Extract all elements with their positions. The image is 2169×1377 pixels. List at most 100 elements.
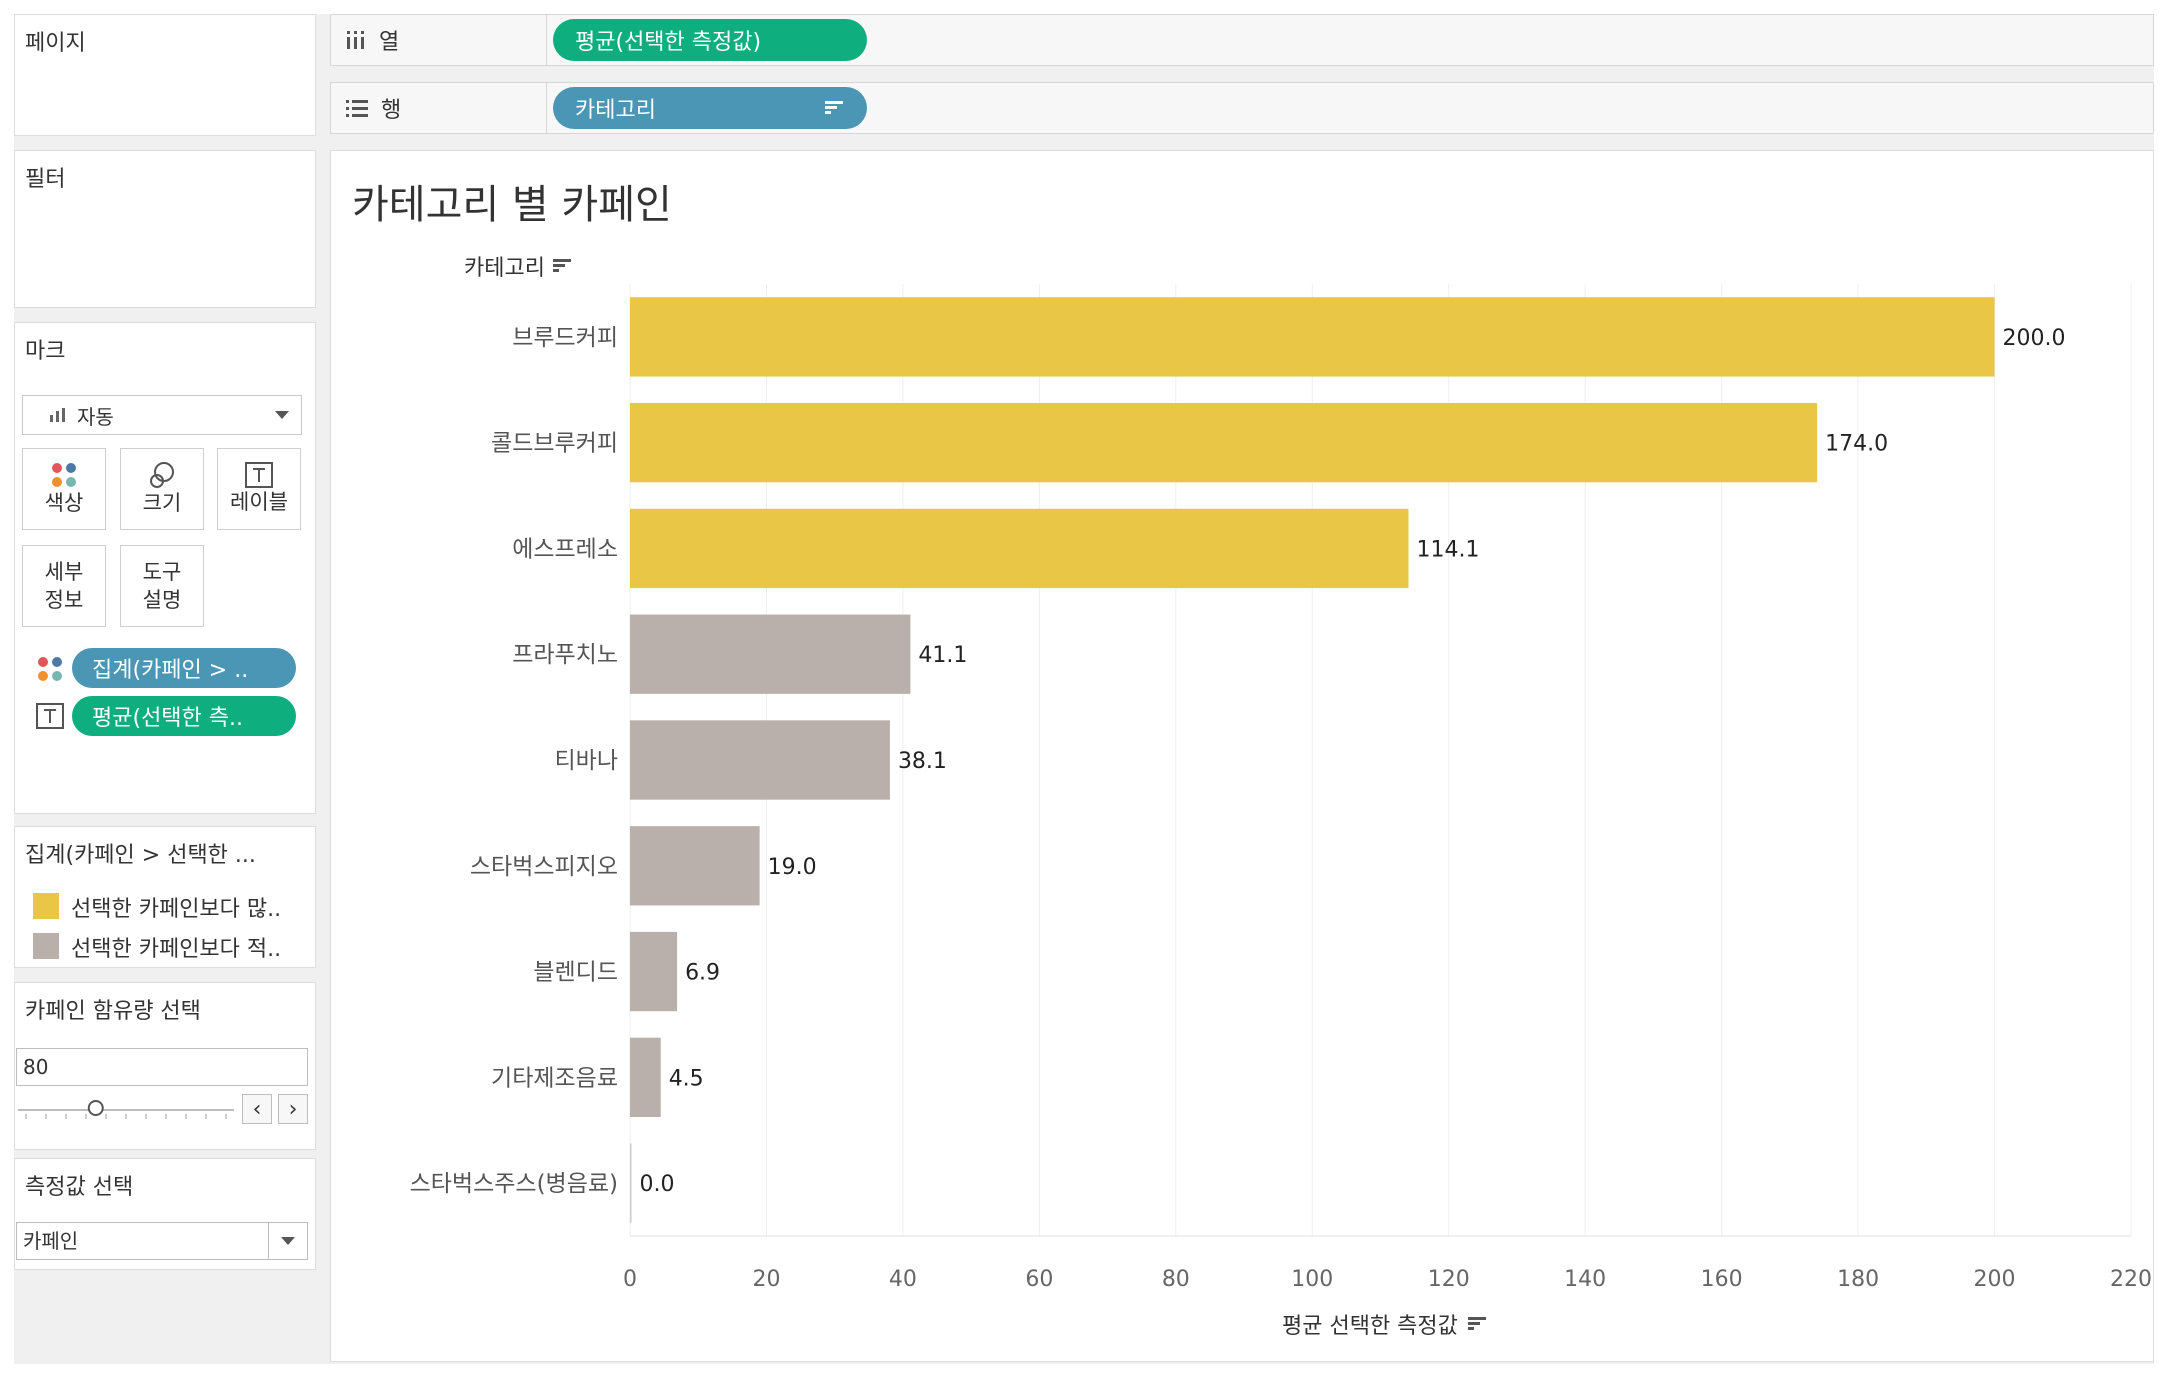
detail-button-line1: 세부 <box>44 560 84 584</box>
columns-shelf[interactable]: 열 평균(선택한 측정값) <box>330 14 2154 66</box>
legend-title: 집계(카페인 > 선택한 ... <box>25 843 256 868</box>
slider-decrement-button[interactable]: ‹ <box>242 1094 272 1124</box>
category-label: 콜드브루커피 <box>491 431 618 457</box>
data-label: 4.5 <box>669 1066 704 1091</box>
bar[interactable] <box>630 1037 661 1117</box>
chart-title: 카테고리 별 카페인 <box>352 182 672 228</box>
rows-pill[interactable]: 카테고리 <box>553 87 867 129</box>
slider-thumb[interactable] <box>87 1100 104 1116</box>
category-label: 스타벅스피지오 <box>470 854 618 880</box>
text-label-icon <box>36 703 64 729</box>
filters-panel-title: 필터 <box>25 167 66 192</box>
color-field-pill[interactable]: 집계(카페인 > .. <box>72 648 296 688</box>
chevron-down-icon <box>281 1237 295 1245</box>
bar[interactable] <box>630 403 1818 483</box>
tooltip-button[interactable]: 도구 설명 <box>120 545 204 627</box>
row-header-label: 카테고리 <box>464 256 545 281</box>
data-label: 38.1 <box>898 749 947 774</box>
sort-descending-icon[interactable] <box>552 259 571 273</box>
bar[interactable] <box>630 1143 632 1223</box>
x-axis-title[interactable]: 평균 선택한 측정값 <box>1282 1308 1486 1340</box>
color-dots-icon <box>52 463 76 487</box>
x-tick-label: 180 <box>1837 1267 1879 1292</box>
legend-label-above[interactable]: 선택한 카페인보다 많.. <box>71 897 282 922</box>
bar[interactable] <box>630 931 678 1012</box>
color-field-pill-label: 집계(카페인 > .. <box>92 658 249 683</box>
x-tick-label: 160 <box>1701 1267 1743 1292</box>
filters-panel[interactable]: 필터 <box>14 150 316 308</box>
tooltip-button-line1: 도구 <box>142 560 182 584</box>
pages-panel-title: 페이지 <box>25 31 86 56</box>
x-tick-label: 0 <box>623 1267 637 1292</box>
x-tick-label: 40 <box>889 1267 917 1292</box>
bar[interactable] <box>630 826 760 906</box>
color-button-label: 색상 <box>44 491 84 515</box>
category-label: 에스프레소 <box>512 536 618 562</box>
bar[interactable] <box>630 508 1409 589</box>
rows-shelf[interactable]: 행 카테고리 <box>330 82 2154 134</box>
legend-label-below[interactable]: 선택한 카페인보다 적.. <box>71 937 282 962</box>
x-tick-label: 20 <box>752 1267 780 1292</box>
columns-pill-label: 평균(선택한 측정값) <box>575 30 762 55</box>
size-button[interactable]: 크기 <box>120 448 204 530</box>
category-label: 스타벅스주스(병음료) <box>410 1171 618 1197</box>
size-button-label: 크기 <box>142 491 182 515</box>
data-label: 174.0 <box>1825 432 1888 457</box>
data-label: 200.0 <box>2003 326 2066 351</box>
x-tick-label: 100 <box>1291 1267 1333 1292</box>
label-button[interactable]: 레이블 <box>217 448 301 530</box>
columns-label: 열 <box>379 30 400 55</box>
bar[interactable] <box>630 614 911 694</box>
x-tick-label: 60 <box>1025 1267 1053 1292</box>
measure-select-dropdown[interactable]: 카페인 <box>16 1222 308 1260</box>
mark-type-label: 자동 <box>77 404 114 429</box>
category-label: 티바나 <box>555 748 618 774</box>
rows-icon <box>346 100 368 117</box>
bar-chart-icon <box>50 408 65 422</box>
slider-increment-button[interactable]: › <box>278 1094 308 1124</box>
data-label: 19.0 <box>768 855 817 880</box>
rows-shelf-label: 행 <box>331 83 547 133</box>
measure-select-title: 측정값 선택 <box>25 1175 134 1200</box>
x-tick-label: 140 <box>1564 1267 1606 1292</box>
parameter-slider[interactable] <box>16 1098 238 1122</box>
row-header[interactable]: 카테고리 <box>464 250 571 282</box>
parameter-title: 카페인 함유량 선택 <box>25 999 201 1024</box>
color-dots-icon <box>38 657 62 681</box>
category-label: 브루드커피 <box>512 325 618 351</box>
pages-panel: 페이지 <box>14 14 316 136</box>
rows-label: 행 <box>381 98 402 123</box>
category-label: 기타제조음료 <box>491 1065 618 1091</box>
sort-descending-icon[interactable] <box>825 101 843 115</box>
bar[interactable] <box>630 297 1995 377</box>
data-label: 41.1 <box>918 643 967 668</box>
x-tick-label: 120 <box>1428 1267 1470 1292</box>
legend-swatch-below <box>33 933 59 959</box>
mark-type-dropdown[interactable]: 자동 <box>22 395 302 435</box>
chevron-down-icon <box>275 411 289 419</box>
detail-button[interactable]: 세부 정보 <box>22 545 106 627</box>
marks-panel-title: 마크 <box>25 339 66 364</box>
label-field-pill[interactable]: 평균(선택한 측.. <box>72 696 296 736</box>
data-label: 0.0 <box>640 1172 675 1197</box>
bar[interactable] <box>630 720 890 800</box>
text-label-icon <box>245 462 273 488</box>
label-button-label: 레이블 <box>230 490 288 514</box>
columns-pill[interactable]: 평균(선택한 측정값) <box>553 19 867 61</box>
color-legend: 집계(카페인 > 선택한 ... 선택한 카페인보다 많.. 선택한 카페인보다… <box>14 826 316 968</box>
tooltip-button-line2: 설명 <box>142 588 182 612</box>
category-label: 프라푸치노 <box>512 642 618 668</box>
data-label: 114.1 <box>1416 537 1479 562</box>
columns-icon <box>347 31 364 49</box>
parameter-value-input[interactable]: 80 <box>16 1048 308 1086</box>
sort-descending-icon[interactable] <box>1467 1317 1486 1331</box>
data-label: 6.9 <box>685 961 720 986</box>
x-tick-label: 200 <box>1974 1267 2016 1292</box>
detail-button-line2: 정보 <box>44 588 84 612</box>
x-axis-title-label: 평균 선택한 측정값 <box>1282 1314 1458 1339</box>
label-field-pill-label: 평균(선택한 측.. <box>92 706 244 731</box>
size-circles-icon <box>150 462 174 488</box>
color-button[interactable]: 색상 <box>22 448 106 530</box>
dropdown-separator <box>268 1223 269 1259</box>
